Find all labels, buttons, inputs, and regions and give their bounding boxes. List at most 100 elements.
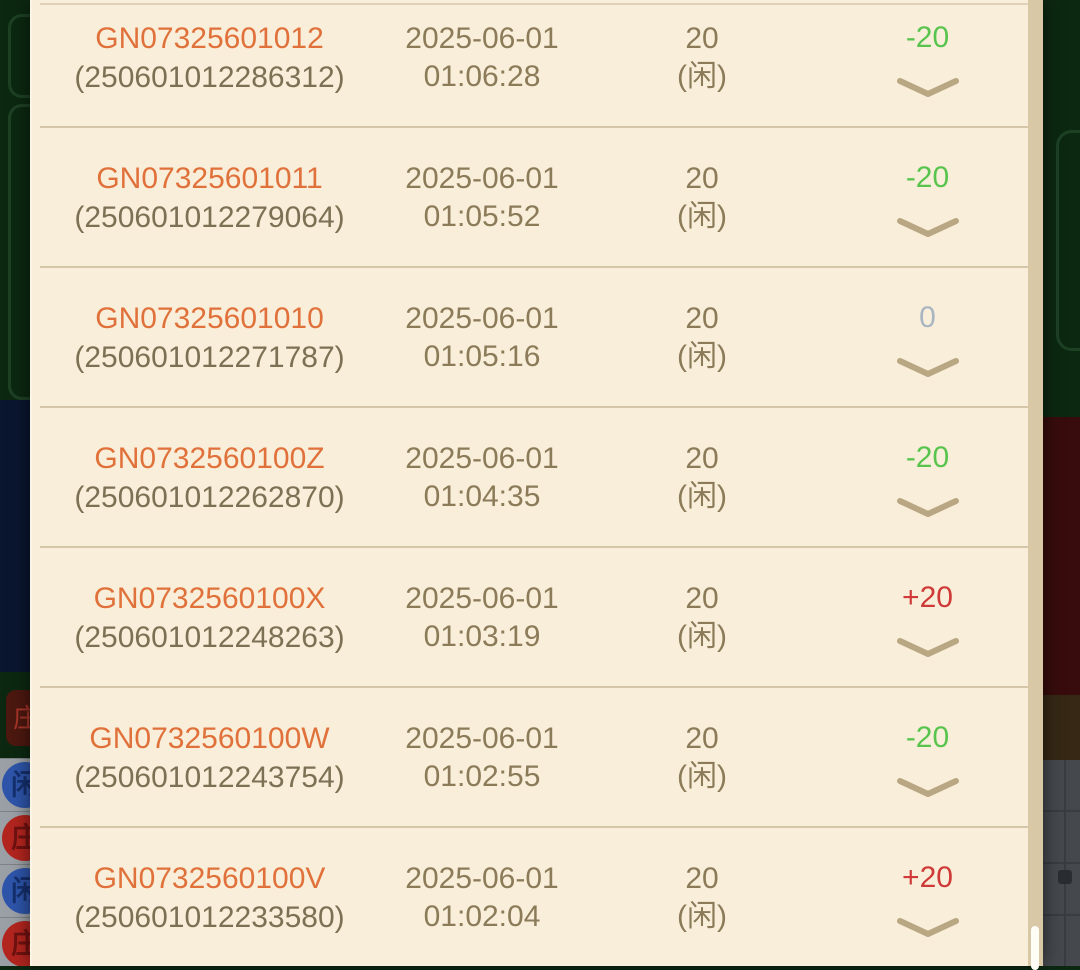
chevron-down-icon[interactable]	[896, 497, 960, 519]
scrollbar-track[interactable]	[1028, 0, 1043, 970]
background-table-rim	[1043, 695, 1080, 760]
bet-info: 20 (闲)	[577, 300, 827, 376]
game-id: GN07325601010	[95, 302, 324, 335]
result-value: -20	[905, 161, 950, 194]
history-list: GN07325601012 (250601012286312) 2025-06-…	[32, 0, 1028, 968]
serial-number: (250601012233580)	[74, 901, 345, 934]
chevron-down-icon[interactable]	[896, 917, 960, 939]
background-felt-top	[0, 0, 30, 400]
scrollbar-thumb[interactable]	[1031, 926, 1039, 970]
date-text: 2025-06-01	[405, 582, 559, 615]
history-row[interactable]: GN0732560100Z (250601012262870) 2025-06-…	[32, 408, 1028, 548]
bet-amount: 20	[685, 442, 719, 475]
serial-number: (250601012262870)	[74, 481, 345, 514]
background-game-table-left: 庄 闲庄闲庄	[0, 0, 30, 966]
game-history-panel: GN07325601012 (250601012286312) 2025-06-…	[30, 0, 1043, 970]
date-text: 2025-06-01	[405, 162, 559, 195]
background-bet-zone	[0, 400, 30, 672]
result-cell: -20	[827, 17, 1028, 99]
background-roadmap-grid	[1043, 760, 1080, 966]
game-id: GN0732560100X	[93, 582, 326, 615]
background-button-outline	[8, 14, 30, 98]
serial-number: (250601012271787)	[74, 341, 345, 374]
chevron-down-icon[interactable]	[896, 357, 960, 379]
bet-info: 20 (闲)	[577, 160, 827, 236]
player-marker: 闲	[2, 762, 30, 808]
background-game-table-right	[1043, 0, 1080, 966]
serial-number: (250601012279064)	[74, 201, 345, 234]
player-marker: 闲	[2, 868, 30, 914]
background-bet-zone	[1043, 417, 1080, 695]
date-text: 2025-06-01	[405, 302, 559, 335]
game-id-cell: GN0732560100V (250601012233580)	[32, 859, 387, 937]
history-row[interactable]: GN0732560100V (250601012233580) 2025-06-…	[32, 828, 1028, 968]
chevron-down-icon[interactable]	[896, 217, 960, 239]
bet-side: (闲)	[677, 200, 727, 233]
banker-chip: 庄	[6, 690, 30, 746]
background-roadmap: 闲庄闲庄	[0, 758, 30, 966]
history-row[interactable]: GN0732560100W (250601012243754) 2025-06-…	[32, 688, 1028, 828]
result-cell: -20	[827, 717, 1028, 799]
background-felt-top	[1043, 0, 1080, 417]
chevron-down-icon[interactable]	[896, 77, 960, 99]
result-value: -20	[905, 441, 950, 474]
history-row[interactable]: GN07325601011 (250601012279064) 2025-06-…	[32, 128, 1028, 268]
background-button-outline	[1056, 130, 1080, 351]
time-text: 01:05:52	[423, 200, 541, 233]
result-cell: 0	[827, 297, 1028, 379]
chevron-down-icon[interactable]	[896, 637, 960, 659]
timestamp: 2025-06-01 01:03:19	[387, 580, 577, 656]
result-value: +20	[902, 581, 953, 614]
result-value: -20	[905, 721, 950, 754]
bet-side: (闲)	[677, 900, 727, 933]
roadmap-cell: 庄	[0, 917, 30, 966]
game-id-cell: GN0732560100W (250601012243754)	[32, 719, 387, 797]
game-id: GN07325601011	[96, 162, 323, 195]
background-button-outline	[8, 104, 30, 400]
roadmap-cell: 闲	[0, 864, 30, 917]
bet-amount: 20	[685, 862, 719, 895]
bet-side: (闲)	[677, 60, 727, 93]
timestamp: 2025-06-01 01:04:35	[387, 440, 577, 516]
bet-side: (闲)	[677, 340, 727, 373]
game-id: GN0732560100Z	[94, 442, 325, 475]
background-roadmap-marker	[1058, 870, 1072, 884]
bet-side: (闲)	[677, 760, 727, 793]
game-id-cell: GN07325601010 (250601012271787)	[32, 299, 387, 377]
bet-info: 20 (闲)	[577, 20, 827, 96]
serial-number: (250601012243754)	[74, 761, 345, 794]
bet-side: (闲)	[677, 480, 727, 513]
banker-marker: 庄	[2, 921, 30, 966]
game-id: GN07325601012	[95, 22, 324, 55]
roadmap-cell: 庄	[0, 811, 30, 864]
date-text: 2025-06-01	[405, 22, 559, 55]
serial-number: (250601012248263)	[74, 621, 345, 654]
date-text: 2025-06-01	[405, 442, 559, 475]
bet-amount: 20	[685, 302, 719, 335]
timestamp: 2025-06-01 01:05:16	[387, 300, 577, 376]
time-text: 01:03:19	[423, 620, 541, 653]
bet-info: 20 (闲)	[577, 860, 827, 936]
date-text: 2025-06-01	[405, 862, 559, 895]
history-row[interactable]: GN07325601012 (250601012286312) 2025-06-…	[32, 0, 1028, 128]
history-row[interactable]: GN0732560100X (250601012248263) 2025-06-…	[32, 548, 1028, 688]
bet-info: 20 (闲)	[577, 440, 827, 516]
time-text: 01:05:16	[423, 340, 541, 373]
bet-side: (闲)	[677, 620, 727, 653]
background-felt-mid: 庄	[0, 672, 30, 758]
timestamp: 2025-06-01 01:02:55	[387, 720, 577, 796]
bet-amount: 20	[685, 22, 719, 55]
timestamp: 2025-06-01 01:06:28	[387, 20, 577, 96]
game-id: GN0732560100W	[89, 722, 330, 755]
banker-marker: 庄	[2, 815, 30, 861]
time-text: 01:04:35	[423, 480, 541, 513]
history-row[interactable]: GN07325601010 (250601012271787) 2025-06-…	[32, 268, 1028, 408]
result-cell: +20	[827, 577, 1028, 659]
result-value: -20	[905, 21, 950, 54]
serial-number: (250601012286312)	[74, 61, 345, 94]
chevron-down-icon[interactable]	[896, 777, 960, 799]
game-id-cell: GN0732560100X (250601012248263)	[32, 579, 387, 657]
bet-amount: 20	[685, 582, 719, 615]
bet-amount: 20	[685, 162, 719, 195]
result-cell: -20	[827, 157, 1028, 239]
